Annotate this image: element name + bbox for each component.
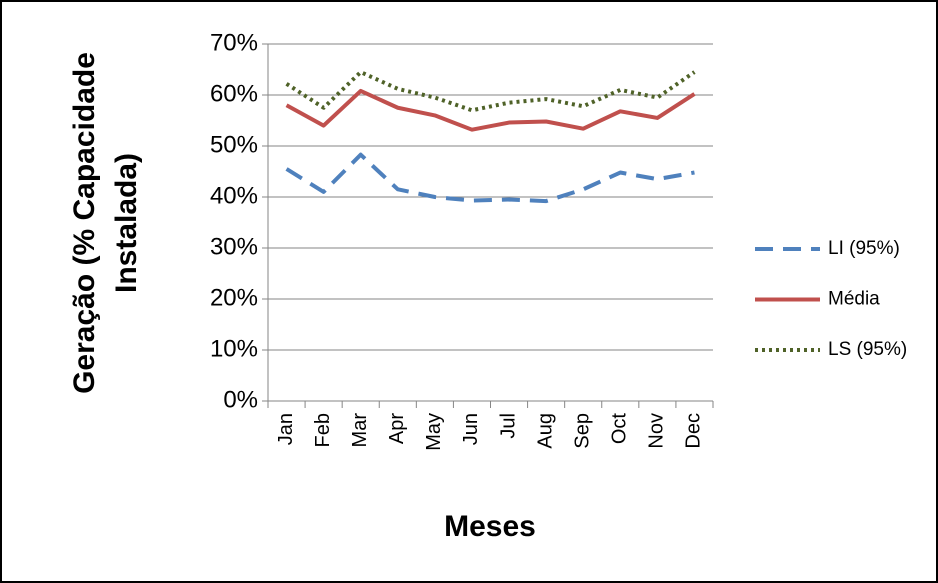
x-tick-label: Apr xyxy=(386,413,408,444)
y-tick-label: 0% xyxy=(223,386,258,413)
y-tick-label: 30% xyxy=(210,233,258,260)
y-tick-label: 40% xyxy=(210,182,258,209)
x-tick-label: Jan xyxy=(275,413,297,445)
line-series xyxy=(285,70,696,113)
x-tick-label: Mar xyxy=(349,413,371,448)
legend-label: LI (95%) xyxy=(828,238,900,259)
x-tick-label: Sep xyxy=(571,413,593,449)
x-axis-title: Meses xyxy=(444,510,536,543)
y-tick-label: 60% xyxy=(210,80,258,107)
line-series xyxy=(285,88,696,132)
legend-label: LS (95%) xyxy=(828,339,907,360)
x-tick-label: Feb xyxy=(312,413,334,447)
x-tick-label: Aug xyxy=(534,413,556,449)
y-tick-label: 70% xyxy=(210,29,258,56)
x-tick-label: Oct xyxy=(609,413,631,445)
y-tick-label: 20% xyxy=(210,284,258,311)
x-tick-label: Dec xyxy=(683,413,705,449)
x-tick-label: Jun xyxy=(460,413,482,445)
y-axis-title: Geração (% Capacidade Instalada) xyxy=(68,52,143,394)
x-tick-label: May xyxy=(423,413,445,451)
y-axis-title-line: Instalada) xyxy=(110,153,143,293)
legend-label: Média xyxy=(828,289,880,310)
y-axis-title-line: Geração (% Capacidade xyxy=(68,52,101,394)
y-tick-label: 50% xyxy=(210,131,258,158)
line-series xyxy=(285,152,695,204)
x-tick-label: Nov xyxy=(646,413,668,449)
x-tick-label: Jul xyxy=(497,413,519,439)
y-tick-label: 10% xyxy=(210,335,258,362)
